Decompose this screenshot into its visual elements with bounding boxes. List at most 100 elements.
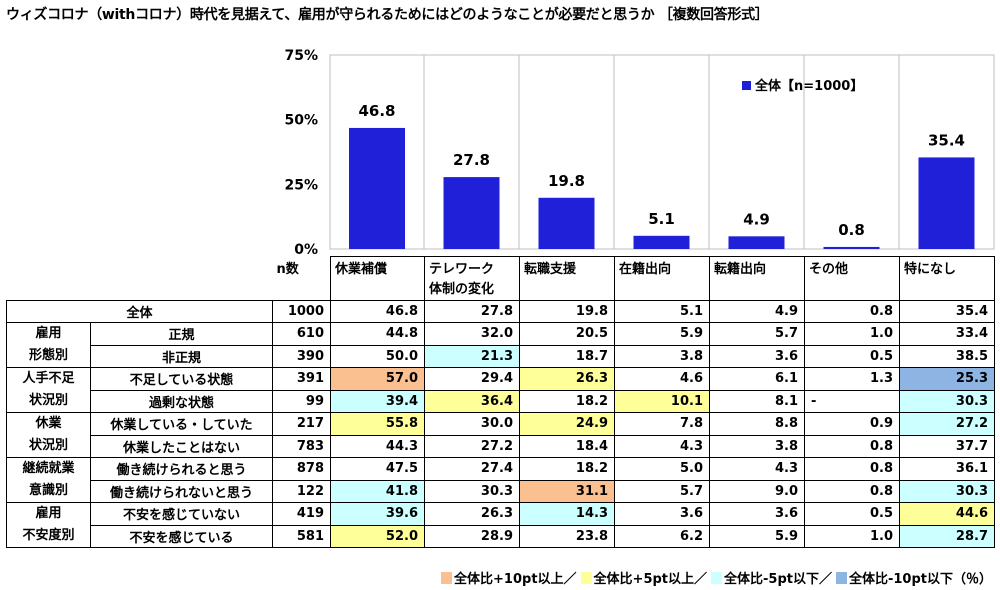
- value-cell: 6.1: [709, 367, 805, 391]
- value-cell: 26.3: [519, 367, 615, 391]
- value-cell: 44.3: [330, 434, 425, 458]
- value-cell: 0.8: [804, 479, 900, 503]
- bar: [823, 246, 880, 249]
- header-blank: [7, 257, 273, 301]
- column-header: その他: [804, 256, 900, 301]
- value-cell: 18.7: [519, 344, 615, 368]
- value-cell: 55.8: [330, 412, 425, 436]
- group-label: 雇用 形態別: [6, 322, 91, 368]
- row-label: 過剰な状態: [90, 389, 273, 413]
- table-row: 休業したことはない 783 44.3 27.2 18.4 4.3 3.8 0.8 37.7: [7, 434, 995, 458]
- n-cell: 610: [272, 322, 331, 346]
- bar-chart: 0% 25% 50% 75% 46.8 27.8 19.8 5.1 4.9 0.8 35.4 全体【n…: [284, 48, 995, 256]
- value-cell: 20.5: [519, 322, 615, 346]
- value-cell: 0.8: [804, 434, 900, 458]
- value-cell: 5.9: [709, 524, 805, 548]
- n-cell: 581: [272, 524, 331, 548]
- table-row: 雇用 不安度別 不安を感じていない 419 39.6 26.3 14.3 3.6 3.6 0.5 4…: [6, 502, 995, 548]
- value-cell: 3.8: [709, 434, 805, 458]
- bar-value-label: 46.8: [358, 102, 395, 120]
- value-cell: 27.2: [899, 412, 995, 436]
- y-tick-label: 25%: [284, 177, 318, 193]
- crosstab-table: n数 休業補償 テレワーク 体制の変化 転職支援 在籍出向 転籍出向 その他 特になし 全体 100…: [6, 256, 995, 548]
- value-cell: 7.8: [614, 412, 710, 436]
- row-label: 不安を感じている: [90, 524, 273, 548]
- bar: [349, 127, 405, 249]
- row-label: 休業している・していた: [90, 412, 273, 436]
- table-row: 過剰な状態 99 39.4 36.4 18.2 10.1 8.1-30.3: [7, 389, 995, 413]
- group-label: 人手不足 状況別: [6, 367, 91, 413]
- table-row: 働き続けられないと思う 122 41.8 30.3 31.1 5.7 9.0 0.8 30.3: [7, 479, 995, 503]
- column-header: 転籍出向: [709, 256, 805, 301]
- value-cell: 33.4: [899, 322, 995, 346]
- value-cell: 18.2: [519, 389, 615, 413]
- bar: [918, 157, 975, 249]
- table-row: 全体 1000 46.8 27.8 19.8 5.1 4.9 0.8 35.4: [6, 300, 995, 323]
- table-row: 休業 状況別 休業している・していた 217 55.8 30.0 24.9 7.8 8.8 0.9…: [6, 412, 995, 458]
- n-cell: 390: [272, 344, 331, 368]
- bar: [633, 235, 690, 249]
- n-cell: 391: [272, 367, 331, 391]
- value-cell: 30.3: [424, 479, 520, 503]
- value-cell: 4.6: [614, 367, 710, 391]
- table-row: 非正規 390 50.0 21.3 18.7 3.8 3.6 0.5 38.5: [7, 344, 995, 368]
- y-tick-label: 0%: [294, 242, 318, 256]
- row-label: 不足している状態: [90, 367, 273, 391]
- value-cell: 47.5: [330, 457, 425, 481]
- value-cell: 5.7: [614, 479, 710, 503]
- legend-swatch: [742, 81, 751, 90]
- value-cell: 46.8: [330, 300, 425, 323]
- value-cell: 44.6: [899, 502, 995, 526]
- value-cell: 8.8: [709, 412, 805, 436]
- legend-swatch: [580, 571, 592, 584]
- bar-value-label: 35.4: [928, 131, 965, 149]
- row-label: 休業したことはない: [90, 434, 273, 458]
- value-cell: 19.8: [519, 300, 615, 323]
- legend-swatch: [441, 571, 453, 584]
- bar: [443, 177, 500, 249]
- value-cell: 18.2: [519, 457, 615, 481]
- value-cell: 0.9: [804, 412, 900, 436]
- value-cell: 25.3: [899, 367, 995, 391]
- group-label: 雇用 不安度別: [6, 502, 91, 548]
- column-header: 転職支援: [519, 256, 615, 301]
- value-cell: 30.3: [899, 479, 995, 503]
- value-cell: 24.9: [519, 412, 615, 436]
- bar-value-label: 0.8: [838, 221, 865, 239]
- value-cell: 27.8: [424, 300, 520, 323]
- value-cell: 1.3: [804, 367, 900, 391]
- legend-swatch: [835, 571, 847, 584]
- legend-swatch: [711, 571, 723, 584]
- value-cell: 36.4: [424, 389, 520, 413]
- value-cell: 0.5: [804, 344, 900, 368]
- y-tick-label: 75%: [284, 48, 318, 64]
- bar-value-label: 19.8: [548, 172, 585, 190]
- y-tick-label: 50%: [284, 113, 318, 129]
- value-cell: -: [804, 389, 900, 413]
- value-cell: 39.6: [330, 502, 425, 526]
- row-label: 全体: [6, 300, 273, 323]
- bar: [728, 236, 785, 249]
- value-cell: 5.9: [614, 322, 710, 346]
- column-header: 休業補償: [330, 256, 425, 301]
- value-cell: 41.8: [330, 479, 425, 503]
- value-cell: 52.0: [330, 524, 425, 548]
- table-row: 不安を感じている 581 52.0 28.9 23.8 6.2 5.9 1.0 28.7: [7, 524, 995, 548]
- value-cell: 26.3: [424, 502, 520, 526]
- table-row: 継続就業 意識別 働き続けられると思う 878 47.5 27.4 18.2 5.0 4.3 0.…: [6, 457, 995, 503]
- row-label: 働き続けられると思う: [90, 457, 273, 481]
- value-cell: 4.3: [614, 434, 710, 458]
- value-cell: 14.3: [519, 502, 615, 526]
- value-cell: 3.6: [709, 502, 805, 526]
- value-cell: 0.8: [804, 457, 900, 481]
- value-cell: 3.6: [614, 502, 710, 526]
- value-cell: 29.4: [424, 367, 520, 391]
- value-cell: 9.0: [709, 479, 805, 503]
- table-row: 雇用 形態別 正規 610 44.8 32.0 20.5 5.9 5.7 1.0 33.4: [6, 322, 995, 368]
- row-label: 正規: [90, 322, 273, 346]
- column-header: 特になし: [899, 256, 995, 301]
- legend-label: 全体比-10pt以下（％）: [848, 572, 992, 587]
- row-label: 不安を感じていない: [90, 502, 273, 526]
- value-cell: 4.9: [709, 300, 805, 323]
- value-cell: 28.7: [899, 524, 995, 548]
